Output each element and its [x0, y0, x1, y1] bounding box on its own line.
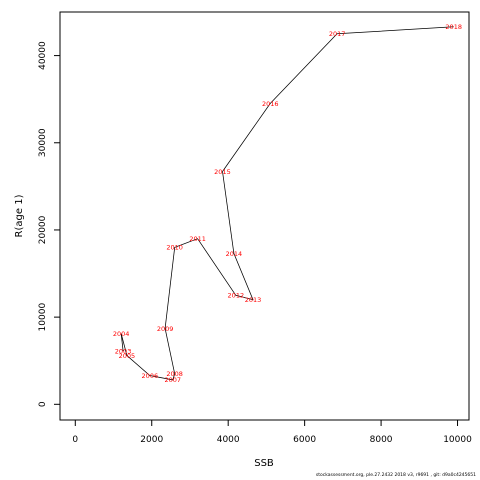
y-axis-title: R(age 1) [14, 194, 25, 237]
footer-credit: stockassessment.org, ple.27.2432 2018 v3… [315, 473, 476, 478]
x-tick-label: 0 [72, 435, 78, 445]
x-axis-title: SSB [254, 458, 274, 469]
year-label-2017: 2017 [329, 30, 346, 38]
x-tick-label: 4000 [217, 435, 240, 445]
year-label-2003: 2003 [115, 347, 132, 355]
x-tick-label: 8000 [370, 435, 393, 445]
year-label-2011: 2011 [189, 235, 206, 243]
year-label-2018: 2018 [445, 23, 462, 31]
year-label-2014: 2014 [226, 250, 243, 258]
year-label-2007: 2007 [164, 376, 181, 384]
x-tick-label: 6000 [293, 435, 316, 445]
x-axis: 0 2000 4000 6000 8000 10000 [72, 419, 472, 445]
year-label-2008: 2008 [166, 370, 183, 378]
y-tick-label: 40000 [38, 41, 48, 70]
y-axis: 0 10000 20000 30000 40000 [38, 41, 61, 407]
y-tick-label: 20000 [38, 215, 48, 244]
year-label-2010: 2010 [166, 244, 183, 252]
x-tick-label: 2000 [140, 435, 163, 445]
year-label-2005: 2005 [119, 352, 136, 360]
x-tick-label: 10000 [443, 435, 472, 445]
series-line [120, 26, 454, 381]
year-label-2012: 2012 [228, 292, 245, 300]
y-tick-label: 0 [38, 401, 48, 407]
year-label-2009: 2009 [157, 325, 174, 333]
y-tick-label: 30000 [38, 128, 48, 157]
year-label-2016: 2016 [262, 100, 279, 108]
year-label-2004: 2004 [113, 330, 130, 338]
year-label-2015: 2015 [214, 168, 231, 176]
year-label-2006: 2006 [142, 372, 159, 380]
y-tick-label: 10000 [38, 303, 48, 332]
year-label-2013: 2013 [245, 296, 262, 304]
